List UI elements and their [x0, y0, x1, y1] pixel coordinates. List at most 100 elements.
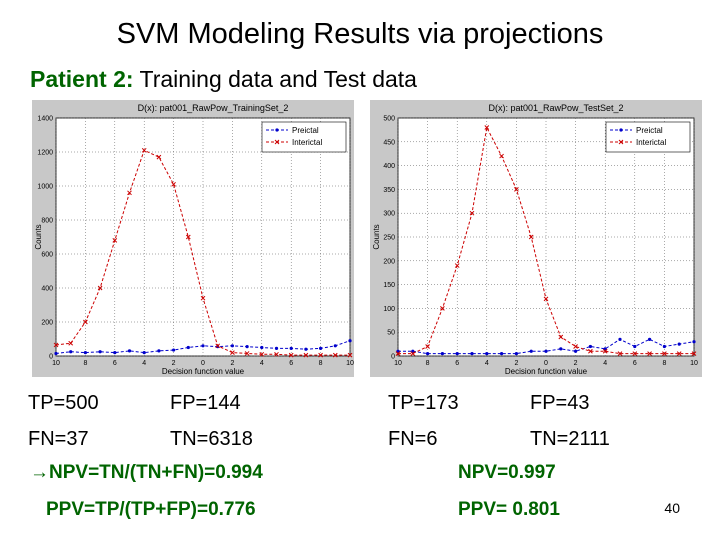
interictal-point [244, 351, 250, 356]
slide-subtitle: Patient 2: Training data and Test data [30, 66, 417, 93]
test-tn: TN=2111 [530, 428, 610, 450]
x-tick-label: 4 [603, 360, 607, 367]
legend-label: Interictal [636, 138, 666, 147]
x-tick-label: 10 [394, 360, 402, 367]
preictal-point [289, 346, 293, 350]
interictal-point [440, 306, 445, 311]
interictal-point [141, 147, 147, 153]
interictal-point [499, 153, 504, 159]
training-chart-figure: D(x): pat001_RawPow_TrainingSet_2 10 8 6 4 2 0… [32, 100, 354, 377]
plot-area [55, 117, 351, 357]
x-tick-label: 4 [142, 360, 146, 367]
train-npv-text: NPV=TN/(TN+FN)=0.994 [49, 462, 263, 483]
interictal-point [558, 334, 564, 340]
preictal-point [245, 345, 249, 349]
legend-label: Preictal [292, 126, 319, 135]
preictal-point [98, 350, 102, 354]
preictal-point [157, 349, 161, 353]
legend-box [605, 121, 691, 153]
preictal-point [54, 351, 58, 356]
interictal-point [647, 351, 652, 356]
y-axis-label: Counts [34, 224, 43, 249]
preictal-point [333, 344, 337, 348]
preictal-point [633, 344, 637, 349]
preictal-point [588, 344, 592, 349]
preictal-point [113, 351, 117, 355]
preictal-point [574, 349, 578, 353]
interictal-point [288, 352, 294, 358]
interictal-point [332, 352, 338, 358]
test-chart-figure: D(x): pat001_RawPow_TestSet_2 10 8 6 4 2 0 2 4 6 8… [370, 100, 702, 377]
y-tick-label: 200 [41, 320, 53, 327]
preictal-point [319, 346, 323, 350]
x-tick-label: 8 [83, 360, 87, 367]
y-tick-label: 450 [383, 139, 395, 146]
interictal-point [53, 342, 59, 348]
x-tick-label: 4 [485, 360, 489, 367]
train-fp: FP=144 [170, 392, 241, 414]
train-fn: FN=37 [28, 428, 89, 450]
interictal-point [185, 234, 191, 240]
test-fp: FP=43 [530, 392, 590, 414]
preictal-point [426, 352, 430, 356]
chart-title: D(x): pat001_RawPow_TestSet_2 [488, 103, 623, 113]
preictal-point [500, 352, 504, 356]
x-tick-label: 2 [230, 360, 234, 367]
legend-marker [618, 139, 624, 145]
legend-label: Preictal [636, 126, 663, 135]
legend-marker [619, 128, 623, 132]
preictal-point [83, 351, 87, 355]
slide-number: 40 [664, 500, 680, 516]
x-tick-label: 8 [662, 360, 666, 367]
x-tick-label: 6 [455, 360, 459, 367]
y-tick-label: 100 [383, 306, 395, 313]
interictal-point [469, 210, 475, 216]
preictal-point [172, 348, 176, 352]
x-tick-label: 8 [426, 360, 430, 367]
interictal-point [127, 190, 132, 196]
preictal-point [201, 344, 205, 348]
train-tn: TN=6318 [170, 428, 253, 450]
interictal-point [230, 350, 235, 355]
test-tp: TP=173 [388, 392, 459, 414]
interictal-point [410, 351, 416, 356]
interictal-point [528, 234, 534, 240]
preictal-point [69, 350, 73, 354]
preictal-point [142, 351, 146, 355]
interictal-point [395, 351, 401, 356]
preictal-point [485, 352, 489, 356]
y-tick-label: 1400 [37, 116, 53, 123]
preictal-point [440, 352, 444, 356]
interictal-point [617, 351, 623, 356]
y-tick-label: 400 [383, 163, 395, 170]
interictal-point [514, 187, 519, 192]
preictal-point [514, 352, 518, 356]
preictal-point [304, 347, 308, 351]
preictal-point [692, 340, 696, 344]
interictal-point [68, 340, 74, 346]
interictal-point [303, 352, 309, 358]
x-tick-label: 2 [514, 360, 518, 367]
y-tick-label: 1000 [37, 184, 53, 191]
interictal-point [171, 181, 176, 187]
x-tick-label: 8 [319, 360, 323, 367]
preictal-point [470, 352, 474, 356]
interictal-point [425, 344, 430, 349]
x-tick-label: 0 [544, 360, 548, 367]
y-tick-label: 800 [41, 218, 53, 225]
interictal-point [588, 348, 593, 354]
legend-label: Interictal [292, 138, 322, 147]
x-axis-label: Decision function value [162, 367, 245, 376]
y-tick-label: 0 [391, 354, 395, 361]
arrow-icon: → [30, 462, 49, 483]
interictal-point [347, 352, 353, 358]
interictal-point [543, 296, 549, 302]
preictal-point [662, 344, 666, 349]
interictal-point [454, 263, 460, 268]
test-fn: FN=6 [388, 428, 438, 450]
preictal-point [411, 349, 415, 353]
preictal-point [677, 342, 681, 346]
y-tick-label: 150 [383, 282, 395, 289]
y-tick-label: 250 [383, 235, 395, 242]
interictal-point [484, 125, 490, 130]
